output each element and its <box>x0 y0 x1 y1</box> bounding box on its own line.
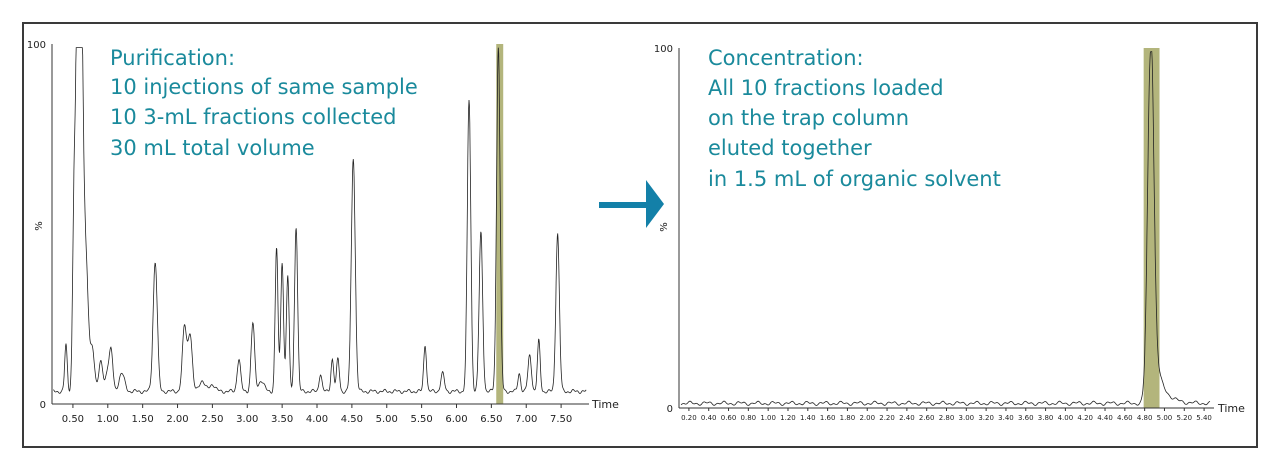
annotation-right: Concentration: All 10 fractions loaded o… <box>708 46 1001 191</box>
x-tick-label: 3.60 <box>1018 414 1034 422</box>
x-tick-label: 3.00 <box>959 414 975 422</box>
x-tick-label: 2.80 <box>939 414 955 422</box>
left-chart: 100 0 % Time 0.50 1.00 1.50 2.00 2.50 3.00 3.5… <box>27 40 619 425</box>
x-ticks-right: 0.20 0.40 0.60 0.80 1.00 1.20 1.40 1.60 1.80 2.00… <box>681 408 1212 422</box>
highlight-band-right <box>1143 48 1160 408</box>
x-tick-label: 0.50 <box>62 414 84 425</box>
x-ticks-left: 0.50 1.00 1.50 2.00 2.50 3.00 3.50 4.00 4.50 5.00… <box>62 404 572 425</box>
highlight-band-left <box>496 44 504 404</box>
annotation-left-line-2: 10 injections of same sample <box>110 75 418 99</box>
x-tick-label: 0.80 <box>741 414 757 422</box>
y-tick-0-right: 0 <box>667 404 673 415</box>
y-tick-100-left: 100 <box>27 40 46 51</box>
x-tick-label: 1.40 <box>800 414 816 422</box>
x-tick-label: 6.50 <box>480 414 502 425</box>
y-label-right: % <box>659 222 670 232</box>
x-tick-label: 3.00 <box>236 414 258 425</box>
x-tick-label: 1.00 <box>97 414 119 425</box>
x-tick-label: 2.00 <box>166 414 188 425</box>
annotation-left-line-4: 30 mL total volume <box>110 136 315 160</box>
x-tick-label: 1.50 <box>132 414 154 425</box>
x-tick-label: 0.40 <box>701 414 717 422</box>
x-tick-label: 4.00 <box>1058 414 1074 422</box>
y-tick-100-right: 100 <box>654 44 673 55</box>
x-tick-label: 4.50 <box>341 414 363 425</box>
x-tick-label: 1.00 <box>760 414 776 422</box>
x-tick-label: 3.40 <box>998 414 1014 422</box>
x-tick-label: 3.80 <box>1038 414 1054 422</box>
annotation-right-line-1: Concentration: <box>708 46 864 70</box>
x-tick-label: 4.40 <box>1097 414 1113 422</box>
annotation-right-line-3: on the trap column <box>708 106 909 130</box>
x-tick-label: 2.50 <box>201 414 223 425</box>
x-label-right: Time <box>1217 402 1245 415</box>
x-tick-label: 4.80 <box>1137 414 1153 422</box>
x-tick-label: 2.00 <box>859 414 875 422</box>
x-label-left: Time <box>591 398 619 411</box>
x-tick-label: 3.20 <box>978 414 994 422</box>
figure-canvas: 100 0 % Time 0.50 1.00 1.50 2.00 2.50 3.00 3.5… <box>27 40 1245 425</box>
chromatogram-trace-left <box>53 47 587 395</box>
x-tick-label: 1.60 <box>820 414 836 422</box>
x-tick-label: 3.50 <box>271 414 293 425</box>
y-label-left: % <box>34 221 45 231</box>
x-tick-label: 2.60 <box>919 414 935 422</box>
figure-frame: 100 0 % Time 0.50 1.00 1.50 2.00 2.50 3.00 3.5… <box>22 22 1258 448</box>
y-tick-0-left: 0 <box>40 400 46 411</box>
x-tick-label: 6.00 <box>445 414 467 425</box>
x-tick-label: 4.00 <box>306 414 328 425</box>
annotation-left-line-1: Purification: <box>110 46 235 70</box>
x-tick-label: 0.20 <box>681 414 697 422</box>
annotation-right-line-5: in 1.5 mL of organic solvent <box>708 167 1001 191</box>
x-tick-label: 7.00 <box>515 414 537 425</box>
right-arrow-icon <box>599 180 664 228</box>
x-tick-label: 1.80 <box>840 414 856 422</box>
x-tick-label: 5.20 <box>1176 414 1192 422</box>
chromatogram-trace-right <box>680 51 1211 406</box>
annotation-right-line-4: eluted together <box>708 136 872 160</box>
x-tick-label: 2.20 <box>879 414 895 422</box>
x-tick-label: 5.00 <box>1157 414 1173 422</box>
x-tick-label: 4.60 <box>1117 414 1133 422</box>
x-tick-label: 5.40 <box>1196 414 1212 422</box>
x-tick-label: 0.60 <box>721 414 737 422</box>
x-tick-label: 2.40 <box>899 414 915 422</box>
x-tick-label: 1.20 <box>780 414 796 422</box>
x-tick-label: 5.50 <box>410 414 432 425</box>
annotation-left-line-3: 10 3-mL fractions collected <box>110 105 396 129</box>
annotation-right-line-2: All 10 fractions loaded <box>708 76 944 100</box>
annotation-left: Purification: 10 injections of same samp… <box>110 46 425 160</box>
x-tick-label: 7.50 <box>550 414 572 425</box>
x-tick-label: 4.20 <box>1077 414 1093 422</box>
right-chart: 100 0 % Time 0.20 0.40 0.60 0.80 1.00 1.20 1.4… <box>654 44 1245 422</box>
x-tick-label: 5.00 <box>376 414 398 425</box>
